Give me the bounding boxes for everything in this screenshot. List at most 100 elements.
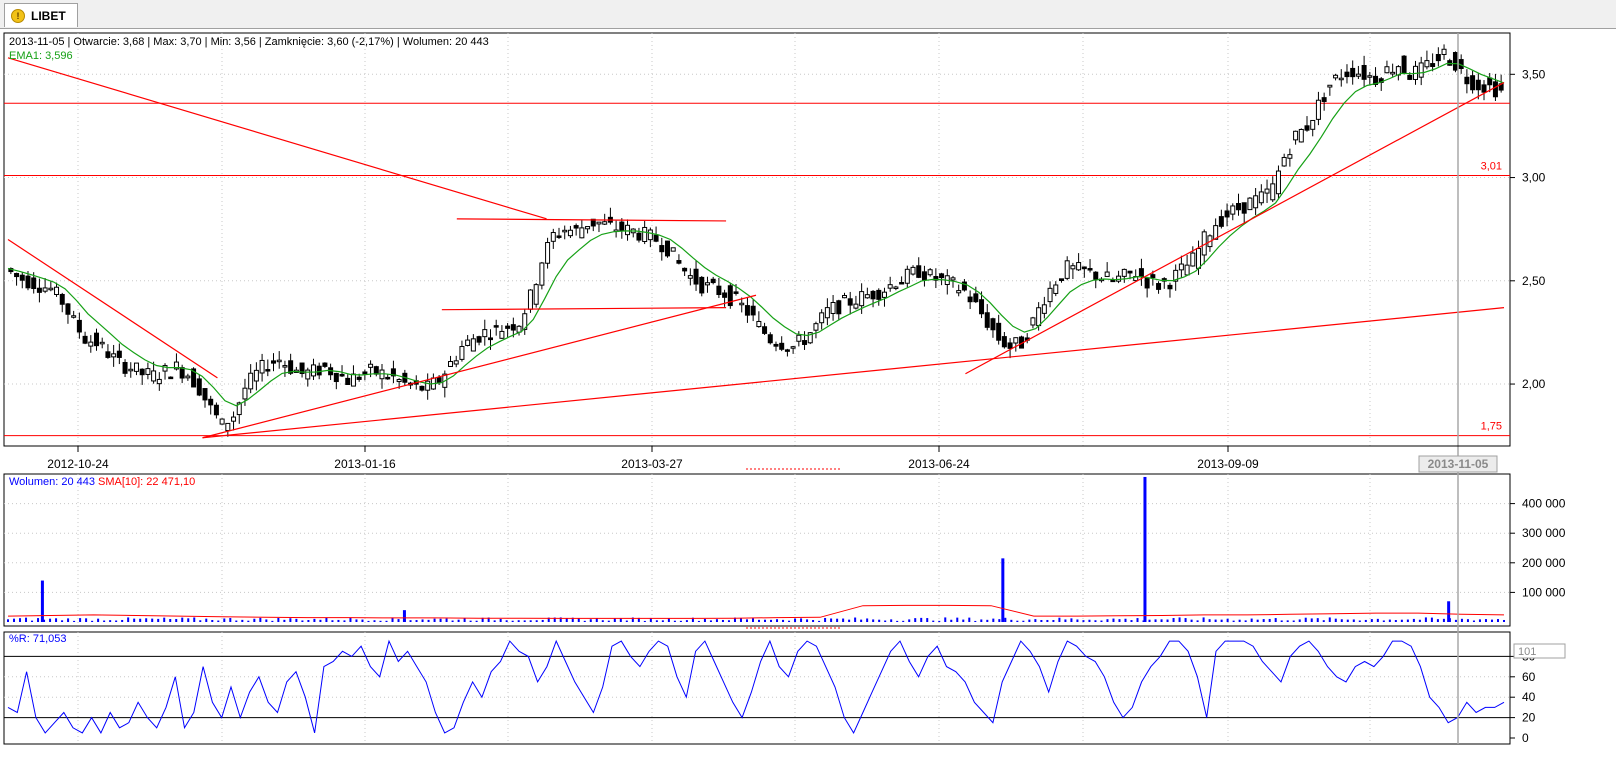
candle-body	[984, 312, 990, 328]
wr-boxed-label: 101	[1518, 646, 1536, 658]
candle-body	[585, 226, 591, 230]
volume-bar	[1118, 619, 1121, 622]
candle-body	[1241, 202, 1247, 214]
volume-bar	[685, 620, 688, 622]
candle-body	[196, 378, 202, 396]
volume-bar	[908, 619, 911, 622]
candle-body	[813, 323, 819, 331]
y-tick-label: 200 000	[1522, 556, 1566, 570]
x-axis: 2012-10-24 2013-01-16 2013-03-27 2013-06-24…	[8, 445, 1502, 471]
volume-bar	[866, 618, 869, 622]
candle-body	[1258, 191, 1264, 204]
volume-bar	[1166, 619, 1169, 622]
chart-area[interactable]: 3,01 1,75 3,50 3,00 2,50 2,00 400 000 300 000…	[0, 28, 1616, 769]
y-tick-label: 2,50	[1522, 274, 1546, 288]
candle-body	[465, 339, 471, 346]
candle-body	[1076, 262, 1082, 271]
candle-body	[1287, 154, 1293, 159]
candle-body	[704, 282, 710, 286]
volume-bar	[848, 619, 851, 622]
candle-body	[288, 360, 294, 374]
candle-body	[368, 363, 374, 368]
candle-body	[842, 295, 848, 299]
volume-bar	[715, 619, 718, 622]
volume-bar	[73, 620, 76, 622]
candle-body	[693, 268, 699, 285]
candle-body	[779, 342, 785, 350]
volume-bar	[1400, 619, 1403, 622]
tab-bar: ! LIBET	[0, 0, 1616, 29]
trendlines[interactable]	[7, 57, 1505, 439]
candle-body	[271, 360, 277, 364]
candle-body	[448, 361, 454, 367]
candle-body	[864, 294, 870, 299]
candle-body	[699, 276, 705, 294]
volume-bar	[295, 618, 298, 622]
volume-bar	[181, 617, 184, 622]
volume-bar	[451, 620, 454, 622]
candle-body	[636, 232, 642, 241]
volume-bar	[1334, 618, 1337, 622]
volume-bar	[902, 620, 905, 622]
candle-body	[1213, 225, 1219, 240]
candle-body	[25, 275, 31, 289]
candle-body	[505, 325, 511, 329]
volume-bar	[40, 580, 44, 622]
candle-body	[1013, 337, 1019, 344]
volume-bar	[956, 617, 959, 622]
volume-bar	[1466, 619, 1469, 622]
volume-bar	[235, 620, 238, 622]
candle-body	[482, 329, 488, 338]
volume-bar	[1238, 619, 1241, 622]
volume-bar	[932, 620, 935, 622]
volume-bar	[25, 617, 28, 622]
candle-body	[990, 318, 996, 331]
candle-body	[396, 379, 402, 383]
candle-body	[1087, 268, 1093, 271]
candle-body	[470, 338, 476, 352]
trendline	[7, 238, 218, 379]
volume-bar	[1406, 619, 1409, 622]
wr-line	[7, 639, 1505, 734]
candle-body	[48, 287, 54, 291]
volume-bar	[1094, 620, 1097, 622]
volume-bar	[1244, 620, 1247, 622]
candle-body	[619, 221, 625, 232]
trendline	[965, 82, 1505, 375]
volume-bar	[1208, 619, 1211, 622]
volume-y-axis: 400 000 300 000 200 000 100 000	[1510, 497, 1566, 599]
tab-libet[interactable]: ! LIBET	[4, 3, 78, 27]
candle-body	[682, 267, 688, 272]
volume-bar	[289, 618, 292, 622]
ema-info: EMA1: 3,596	[9, 50, 73, 62]
candle-body	[276, 359, 282, 363]
candle-body	[807, 332, 813, 344]
volume-bar	[788, 620, 791, 622]
candle-body	[139, 368, 145, 376]
candle-body	[1452, 52, 1458, 71]
candle-body	[1081, 266, 1087, 270]
volume-bar	[703, 618, 706, 622]
volume-bar	[812, 620, 815, 622]
candle-body	[881, 291, 887, 298]
candle-body	[1116, 275, 1122, 282]
candle-body	[1173, 269, 1179, 282]
volume-bar	[511, 620, 514, 622]
candle-body	[1338, 77, 1344, 81]
candle-body	[1058, 278, 1064, 282]
candle-body	[1390, 71, 1396, 75]
ohlc-info: 2013-11-05 | Otwarcie: 3,68 | Max: 3,70 …	[9, 36, 489, 48]
candle-body	[1344, 71, 1350, 78]
volume-bar	[373, 620, 376, 622]
volume-bar	[1286, 620, 1289, 622]
candle-body	[1298, 128, 1304, 143]
volume-bar	[277, 617, 280, 622]
candle-body	[1121, 268, 1127, 277]
volume-bar	[1503, 619, 1505, 622]
volume-bar	[631, 617, 634, 622]
volume-bar	[67, 618, 70, 622]
candle-body	[510, 324, 516, 331]
volume-bar	[890, 619, 893, 622]
volume-bar	[61, 620, 64, 622]
volume-bar	[745, 619, 748, 622]
